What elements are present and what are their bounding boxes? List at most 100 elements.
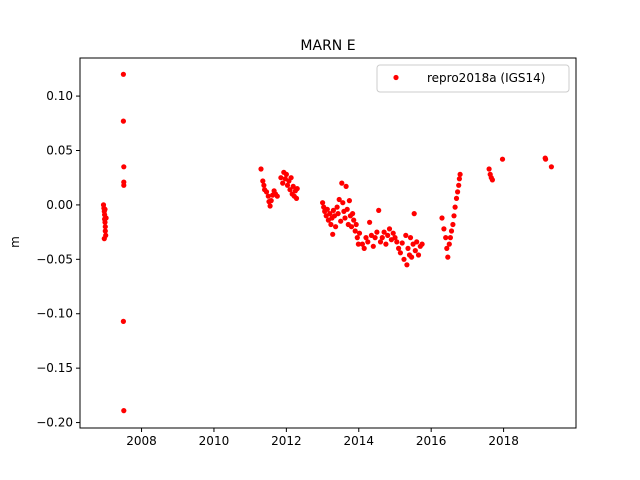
data-point <box>328 221 334 228</box>
data-point <box>456 182 462 188</box>
data-point <box>284 182 291 188</box>
data-point <box>260 178 266 184</box>
data-point <box>441 226 447 232</box>
data-point <box>367 219 373 225</box>
data-point <box>330 207 336 213</box>
data-point <box>121 164 127 170</box>
legend: repro2018a (IGS14) <box>376 64 570 93</box>
data-point <box>443 235 449 241</box>
data-point <box>330 231 336 237</box>
data-point <box>446 241 452 247</box>
data-point <box>414 239 420 245</box>
data-point <box>338 218 344 224</box>
data-point <box>121 182 127 188</box>
data-point <box>348 224 355 230</box>
data-point <box>499 156 506 162</box>
data-point <box>361 245 367 251</box>
legend-label: repro2018a (IGS14) <box>427 71 545 85</box>
data-point <box>419 241 425 247</box>
data-point <box>447 235 453 241</box>
y-axis: 0.10 0.05 0.00 −0.05 −0.10 −0.15 −0.20 <box>36 89 80 430</box>
data-point <box>336 196 342 203</box>
y-axis-label: m <box>8 236 22 248</box>
data-point <box>453 195 460 201</box>
legend-marker <box>393 74 399 81</box>
x-axis: 2008 2010 2012 2014 2016 2018 <box>126 428 519 448</box>
y-tick-label: −0.10 <box>36 307 73 321</box>
data-point <box>352 228 358 234</box>
y-tick-label: 0.10 <box>46 89 73 103</box>
data-point <box>102 224 108 230</box>
data-point <box>385 232 391 238</box>
data-point <box>548 164 555 170</box>
y-tick-label: 0.00 <box>46 198 73 212</box>
data-point <box>374 229 380 235</box>
data-point <box>376 207 382 213</box>
data-point <box>401 256 407 262</box>
data-point <box>394 239 400 245</box>
data-point <box>102 206 108 212</box>
data-point <box>335 211 341 217</box>
data-point <box>103 215 109 221</box>
data-point <box>365 239 371 245</box>
data-point <box>457 171 463 177</box>
data-point <box>451 213 457 219</box>
data-point <box>351 217 357 223</box>
data-point <box>397 250 403 256</box>
data-point <box>274 193 280 199</box>
y-tick-label: −0.20 <box>36 416 73 430</box>
data-point <box>288 175 294 181</box>
data-point <box>340 200 346 206</box>
data-point <box>411 211 417 217</box>
data-point <box>445 254 451 260</box>
data-point <box>452 204 458 210</box>
data-point <box>386 226 393 232</box>
data-point <box>283 171 289 177</box>
data-point <box>343 183 349 189</box>
x-tick-label: 2014 <box>344 434 375 448</box>
data-point <box>383 241 389 247</box>
data-point <box>390 230 396 236</box>
data-point <box>267 203 273 209</box>
data-point <box>377 239 384 245</box>
data-point <box>456 176 462 182</box>
data-point <box>356 230 363 236</box>
data-point <box>342 215 348 221</box>
data-point <box>120 318 126 324</box>
data-point <box>268 198 274 204</box>
data-point <box>379 235 385 241</box>
data-point <box>334 204 340 210</box>
data-point <box>344 206 350 212</box>
data-point <box>320 200 326 206</box>
y-tick-label: −0.15 <box>36 361 73 375</box>
data-point <box>370 243 376 249</box>
data-point <box>415 252 422 258</box>
data-point <box>333 224 339 230</box>
data-point <box>102 219 108 225</box>
data-point <box>355 241 361 247</box>
data-point <box>489 177 495 183</box>
x-tick-label: 2016 <box>416 434 447 448</box>
data-point <box>324 206 330 212</box>
data-point <box>339 180 345 186</box>
data-point <box>455 189 461 195</box>
data-point <box>354 235 360 241</box>
data-point <box>392 235 398 241</box>
data-point <box>353 221 359 228</box>
data-point <box>258 166 264 172</box>
data-point <box>407 235 414 241</box>
data-point <box>280 180 286 186</box>
data-point <box>293 195 300 201</box>
data-point <box>359 241 365 247</box>
data-point <box>448 228 455 234</box>
data-point <box>294 186 300 192</box>
data-point <box>290 183 296 189</box>
data-point <box>278 175 284 181</box>
data-point <box>543 156 549 162</box>
data-point <box>372 235 378 241</box>
y-tick-label: −0.05 <box>36 252 73 266</box>
data-point <box>403 232 409 238</box>
data-point <box>396 245 402 251</box>
data-point <box>265 193 271 199</box>
